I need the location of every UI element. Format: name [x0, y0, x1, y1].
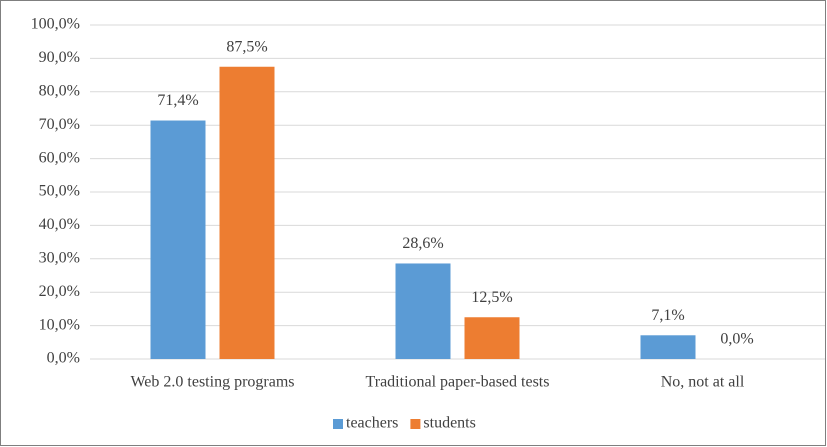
x-tick-label: Web 2.0 testing programs — [130, 374, 294, 391]
bar — [219, 66, 275, 359]
data-label: 12,5% — [471, 289, 512, 306]
data-label: 0,0% — [720, 331, 753, 348]
bar — [640, 335, 696, 359]
bar — [395, 263, 451, 359]
legend-label: teachers — [346, 415, 398, 432]
bar — [150, 120, 206, 359]
y-tick-label: 60,0% — [39, 149, 80, 166]
bar — [464, 317, 520, 359]
data-label: 28,6% — [402, 235, 443, 252]
y-tick-label: 0,0% — [47, 350, 80, 367]
x-tick-label: Traditional paper-based tests — [366, 374, 550, 391]
data-label: 71,4% — [157, 92, 198, 109]
data-label: 87,5% — [226, 38, 267, 55]
y-tick-label: 30,0% — [39, 249, 80, 266]
y-tick-label: 50,0% — [39, 183, 80, 200]
y-tick-label: 10,0% — [39, 316, 80, 333]
y-tick-label: 90,0% — [39, 49, 80, 66]
y-tick-label: 100,0% — [31, 16, 80, 33]
legend-label: students — [423, 415, 475, 432]
legend-swatch — [410, 419, 421, 429]
y-tick-label: 20,0% — [39, 283, 80, 300]
y-tick-label: 80,0% — [39, 82, 80, 99]
x-tick-label: No, not at all — [661, 374, 745, 391]
y-tick-label: 70,0% — [39, 116, 80, 133]
legend-swatch — [333, 419, 343, 429]
data-label: 7,1% — [651, 307, 684, 324]
y-tick-label: 40,0% — [39, 216, 80, 233]
